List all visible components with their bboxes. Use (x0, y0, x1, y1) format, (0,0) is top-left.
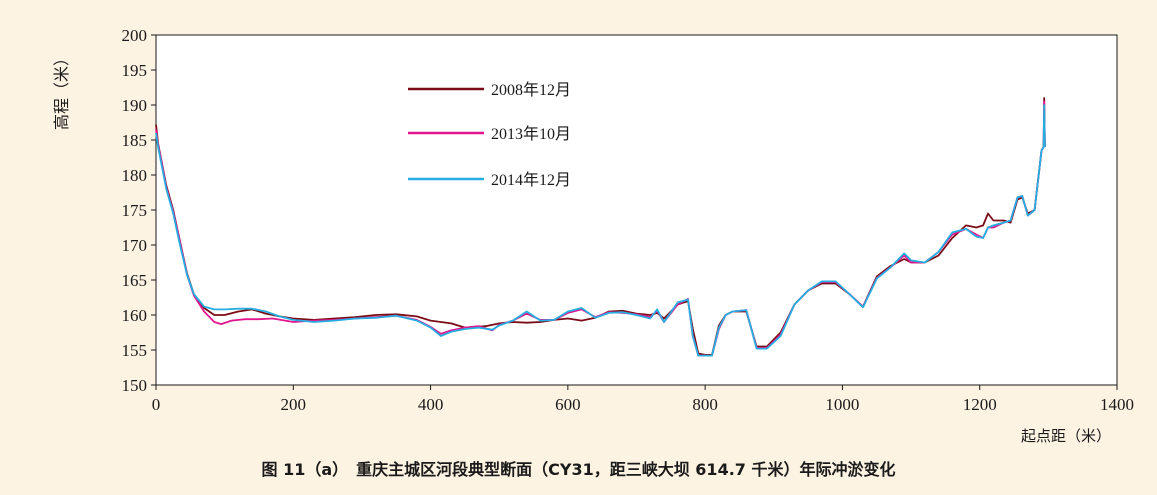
y-tick-label: 170 (122, 236, 148, 255)
y-tick-label: 195 (122, 61, 148, 80)
y-axis: 150 155 160 165 170 175 180 185 190 195 200 (122, 26, 156, 395)
y-axis-label: 高程（米） (52, 50, 71, 130)
y-tick-label: 190 (122, 96, 148, 115)
x-tick-label: 200 (281, 395, 307, 414)
x-tick-label: 1200 (963, 395, 997, 414)
series-line-3 (155, 104, 1046, 357)
y-tick-label: 160 (122, 306, 148, 325)
legend: 2008年12月 2013年10月 2014年12月 (408, 81, 571, 189)
y-tick-label: 165 (122, 271, 148, 290)
x-axis: 0 200 400 600 800 1000 1200 1400 (152, 385, 1134, 414)
plot-area (155, 34, 1118, 386)
y-tick-label: 180 (122, 166, 148, 185)
x-tick-label: 1400 (1100, 395, 1134, 414)
legend-label-2: 2013年10月 (491, 125, 571, 143)
y-tick-label: 175 (122, 201, 148, 220)
y-tick-label: 155 (122, 341, 148, 360)
legend-label-1: 2008年12月 (491, 81, 571, 99)
x-tick-label: 400 (418, 395, 444, 414)
y-tick-label: 150 (122, 376, 148, 395)
x-tick-label: 1000 (825, 395, 859, 414)
y-tick-label: 185 (122, 131, 148, 150)
y-tick-label: 200 (122, 26, 148, 45)
series-lines (155, 97, 1046, 357)
x-tick-label: 0 (152, 395, 161, 414)
figure-caption: 图 11（a） 重庆主城区河段典型断面（CY31，距三峡大坝 614.7 千米）… (261, 460, 896, 479)
x-tick-label: 800 (692, 395, 718, 414)
x-axis-label: 起点距（米） (1021, 427, 1111, 445)
x-tick-label: 600 (555, 395, 581, 414)
legend-label-3: 2014年12月 (491, 171, 571, 189)
